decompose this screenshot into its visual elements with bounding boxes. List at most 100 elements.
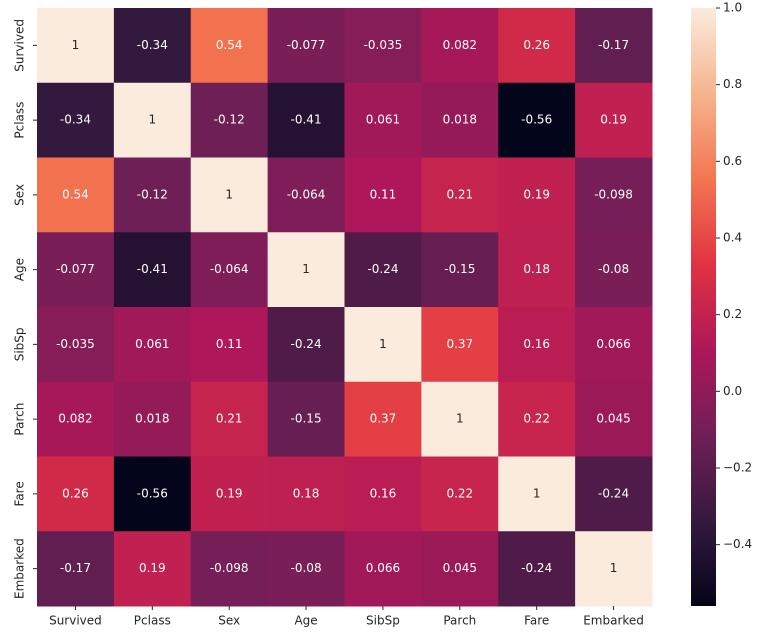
heatmap-cell <box>190 82 269 158</box>
cell-label: -0.064 <box>210 262 249 276</box>
cell-label: 0.18 <box>523 262 550 276</box>
x-tick-label: SibSp <box>366 614 400 628</box>
heatmap-cell <box>267 456 345 532</box>
x-tick-label: Age <box>294 614 317 628</box>
heatmap-cell <box>267 381 345 457</box>
heatmap-cell <box>190 8 269 84</box>
cell-label: 0.061 <box>366 113 400 127</box>
cell-label: 0.045 <box>443 561 477 575</box>
x-tick-label: Pclass <box>134 614 171 628</box>
cell-label: -0.15 <box>291 412 322 426</box>
cell-label: 0.26 <box>62 486 89 500</box>
cell-label: 1 <box>610 561 618 575</box>
x-tick-label: Survived <box>49 614 102 628</box>
heatmap-cell <box>37 531 115 607</box>
cell-label: 0.54 <box>62 187 89 201</box>
heatmap-cell <box>344 456 422 532</box>
cell-label: 0.061 <box>135 337 169 351</box>
cell-label: 0.54 <box>216 38 243 52</box>
cell-label: -0.15 <box>444 262 475 276</box>
cell-label: 0.16 <box>523 337 550 351</box>
cell-label: -0.17 <box>598 38 629 52</box>
heatmap-cell <box>498 381 576 457</box>
cell-label: -0.064 <box>287 187 326 201</box>
heatmap-cell <box>267 82 345 158</box>
x-tick-label: Sex <box>218 614 240 628</box>
colorbar-tick-label: 0.6 <box>723 154 742 168</box>
cell-label: -0.12 <box>214 113 245 127</box>
cell-label: 0.082 <box>443 38 477 52</box>
heatmap-cell <box>575 531 653 607</box>
y-tick-label: Sex <box>13 184 27 206</box>
heatmap-cell <box>190 381 269 457</box>
heatmap-cell <box>575 82 653 158</box>
heatmap-cell <box>37 8 115 84</box>
cell-label: 0.19 <box>600 113 627 127</box>
cell-label: -0.24 <box>521 561 552 575</box>
heatmap-cell <box>37 307 115 383</box>
cell-label: 0.19 <box>139 561 166 575</box>
heatmap-cell <box>37 456 115 532</box>
heatmap-cell <box>575 8 653 84</box>
colorbar-tick-label: 0.0 <box>723 384 742 398</box>
cell-label: 1 <box>72 38 80 52</box>
heatmap-cell <box>421 307 499 383</box>
heatmap-cell <box>267 157 345 233</box>
cell-label: 1 <box>456 412 464 426</box>
cell-label: 0.018 <box>135 412 169 426</box>
colorbar-tick-label: 0.4 <box>723 231 742 245</box>
colorbar-tick-label: 0.2 <box>723 307 742 321</box>
cell-label: 0.22 <box>523 412 550 426</box>
cell-label: -0.56 <box>137 486 168 500</box>
cell-label: -0.24 <box>598 486 629 500</box>
y-tick-label: Fare <box>13 481 27 506</box>
colorbar-tick-label: 1.0 <box>723 1 742 15</box>
heatmap-cell <box>267 8 345 84</box>
cell-label: 0.066 <box>366 561 400 575</box>
cell-label: 0.19 <box>523 187 550 201</box>
colorbar-tick-label: −0.4 <box>723 537 752 551</box>
cell-label: 0.18 <box>293 486 320 500</box>
cell-label: 1 <box>379 337 387 351</box>
heatmap-cell <box>113 307 192 383</box>
cell-label: -0.41 <box>137 262 168 276</box>
heatmap-cell <box>113 381 192 457</box>
cell-label: -0.34 <box>137 38 168 52</box>
y-tick-label: Embarked <box>13 538 27 599</box>
heatmap-cell <box>498 157 576 233</box>
heatmap-cell <box>498 8 576 84</box>
cell-label: -0.34 <box>60 113 91 127</box>
heatmap-cell <box>113 531 192 607</box>
y-tick-label: Parch <box>13 403 27 436</box>
heatmap-cell <box>344 157 422 233</box>
heatmap-cell <box>344 232 422 308</box>
heatmap-cell <box>344 531 422 607</box>
cell-label: -0.035 <box>56 337 95 351</box>
y-tick-label: Pclass <box>13 102 27 139</box>
heatmap-cell <box>421 232 499 308</box>
cell-label: -0.08 <box>291 561 322 575</box>
heatmap-cell <box>344 82 422 158</box>
heatmap-cell <box>37 157 115 233</box>
cell-label: -0.08 <box>598 262 629 276</box>
heatmap-cell <box>421 531 499 607</box>
heatmap-cell <box>421 456 499 532</box>
heatmap-cell <box>498 307 576 383</box>
heatmap-cell <box>421 82 499 158</box>
cell-label: 0.11 <box>216 337 243 351</box>
cell-label: -0.41 <box>291 113 322 127</box>
heatmap-cell <box>113 8 192 84</box>
cell-label: 0.21 <box>446 187 473 201</box>
heatmap-cell <box>575 157 653 233</box>
cell-label: -0.098 <box>210 561 249 575</box>
x-tick-label: Parch <box>443 614 476 628</box>
heatmap-cell <box>113 82 192 158</box>
heatmap-cell <box>421 157 499 233</box>
heatmap-cell <box>575 232 653 308</box>
y-tick-label: Survived <box>13 19 27 72</box>
heatmap-cell <box>575 456 653 532</box>
cell-label: 0.26 <box>523 38 550 52</box>
y-tick-label: Age <box>13 258 27 281</box>
y-tick-label: SibSp <box>13 327 27 361</box>
heatmap-cell <box>498 82 576 158</box>
